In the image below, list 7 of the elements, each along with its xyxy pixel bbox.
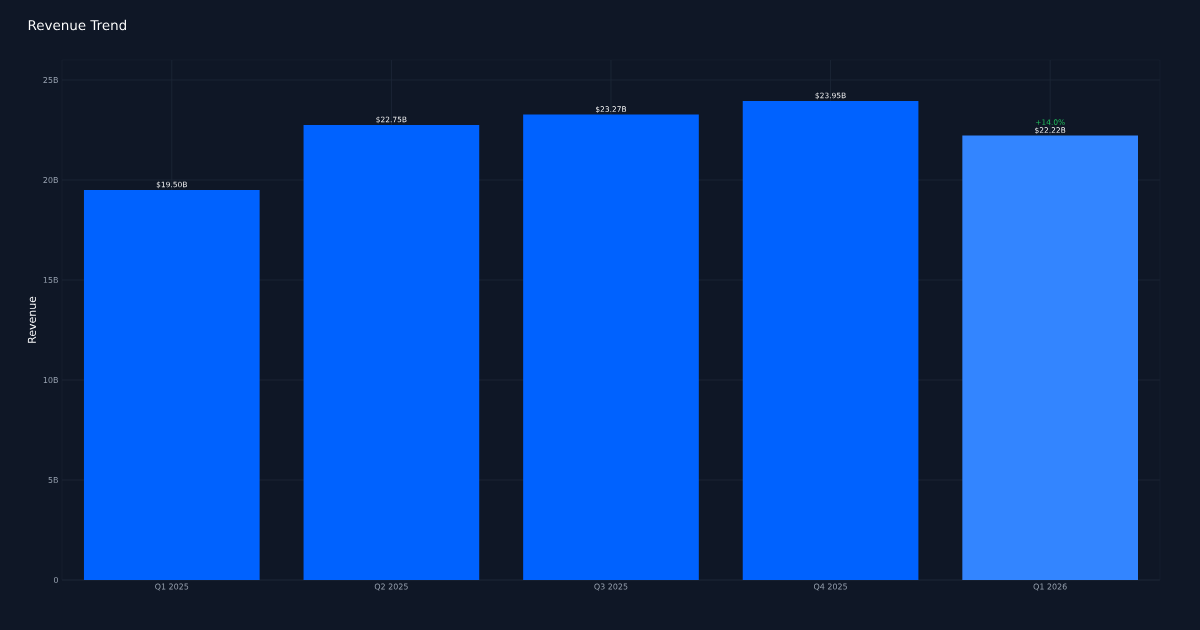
bar xyxy=(523,114,699,580)
bar xyxy=(83,190,260,580)
bar xyxy=(303,125,480,580)
chart-title: Revenue Trend xyxy=(28,19,126,31)
bar xyxy=(742,101,919,580)
y-axis-title: Revenue xyxy=(27,296,37,343)
bar xyxy=(962,135,1138,580)
